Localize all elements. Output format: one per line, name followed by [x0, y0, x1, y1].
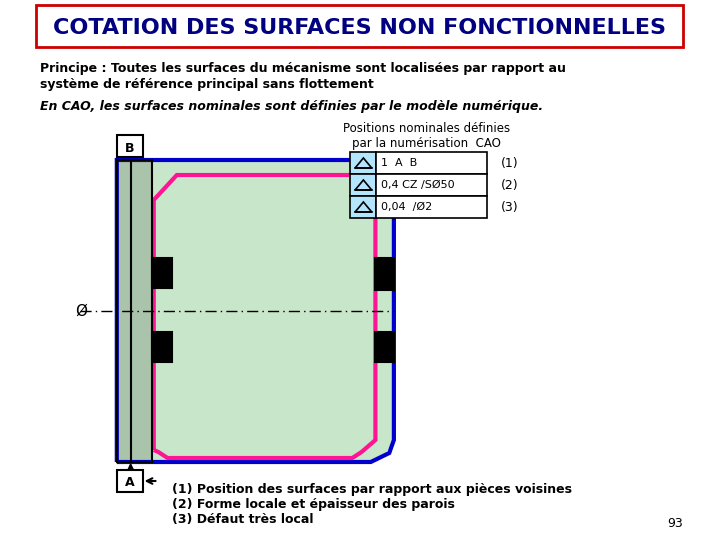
Text: COTATION DES SURFACES NON FONCTIONNELLES: COTATION DES SURFACES NON FONCTIONNELLES — [53, 18, 666, 38]
FancyBboxPatch shape — [37, 5, 683, 47]
Text: 1  A  B: 1 A B — [381, 158, 417, 168]
Polygon shape — [375, 332, 394, 362]
Text: (2): (2) — [501, 179, 518, 192]
FancyBboxPatch shape — [117, 470, 143, 492]
Polygon shape — [117, 160, 394, 462]
Text: B: B — [125, 141, 135, 154]
FancyBboxPatch shape — [117, 135, 143, 157]
Text: Ø: Ø — [76, 303, 88, 319]
Text: (1) Position des surfaces par rapport aux pièces voisines: (1) Position des surfaces par rapport au… — [172, 483, 572, 496]
Text: Principe : Toutes les surfaces du mécanisme sont localisées par rapport au: Principe : Toutes les surfaces du mécani… — [40, 62, 566, 75]
Text: (3) Défaut très local: (3) Défaut très local — [172, 513, 314, 526]
Text: (3): (3) — [501, 200, 518, 213]
Text: En CAO, les surfaces nominales sont définies par le modèle numérique.: En CAO, les surfaces nominales sont défi… — [40, 100, 544, 113]
FancyBboxPatch shape — [351, 196, 377, 218]
FancyBboxPatch shape — [351, 174, 377, 196]
FancyBboxPatch shape — [377, 196, 487, 218]
FancyBboxPatch shape — [377, 152, 487, 174]
Text: système de référence principal sans flottement: système de référence principal sans flot… — [40, 78, 374, 91]
FancyBboxPatch shape — [351, 152, 377, 174]
Text: A: A — [125, 476, 135, 489]
Text: (2) Forme locale et épaisseur des parois: (2) Forme locale et épaisseur des parois — [172, 498, 455, 511]
Text: (1): (1) — [501, 157, 518, 170]
Polygon shape — [375, 258, 394, 290]
Text: 93: 93 — [667, 517, 683, 530]
Text: 0,4 CZ /SØ50: 0,4 CZ /SØ50 — [381, 180, 454, 190]
Polygon shape — [152, 332, 172, 362]
Text: 0,04  /Ø2: 0,04 /Ø2 — [381, 202, 432, 212]
Polygon shape — [152, 258, 172, 288]
Polygon shape — [117, 160, 152, 462]
Text: Positions nominales définies
par la numérisation  CAO: Positions nominales définies par la numé… — [343, 122, 510, 150]
FancyBboxPatch shape — [377, 174, 487, 196]
